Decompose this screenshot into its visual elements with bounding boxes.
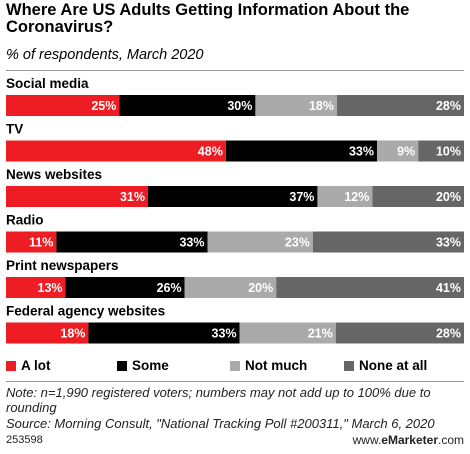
bar-segment-print-newspapers-not-much	[184, 277, 277, 298]
category-label-tv: TV	[6, 122, 23, 137]
value-label-radio-none-at-all: 33%	[436, 236, 461, 250]
value-label-print-newspapers-a-lot: 13%	[38, 281, 63, 295]
legend-swatch-none-at-all	[344, 361, 354, 371]
legend-item-not-much: Not much	[230, 358, 307, 374]
bar-segment-tv-some	[225, 140, 377, 162]
value-label-federal-agency-websites-none-at-all: 28%	[436, 327, 461, 341]
bar-segment-tv-a-lot	[6, 140, 226, 162]
category-label-social-media: Social media	[6, 76, 89, 91]
bar-segment-federal-agency-websites-not-much	[239, 322, 336, 344]
value-label-tv-none-at-all: 10%	[436, 145, 461, 159]
legend-swatch-a-lot	[6, 361, 16, 371]
brand-name: eMarketer	[381, 433, 438, 447]
bar-segment-radio-some	[56, 231, 208, 253]
value-label-social-media-none-at-all: 28%	[436, 99, 461, 113]
category-label-federal-agency-websites: Federal agency websites	[6, 304, 165, 319]
legend-label-not-much: Not much	[245, 358, 308, 373]
value-label-federal-agency-websites-not-much: 21%	[308, 327, 333, 341]
bar-segment-print-newspapers-a-lot	[6, 277, 66, 298]
bar-segment-radio-none-at-all	[312, 231, 464, 253]
value-label-social-media-some: 30%	[227, 99, 252, 113]
value-label-print-newspapers-not-much: 20%	[248, 281, 273, 295]
value-label-radio-a-lot: 11%	[29, 236, 53, 250]
chart-subtitle: % of respondents, March 2020	[6, 47, 204, 63]
value-label-social-media-a-lot: 25%	[91, 99, 116, 113]
brand-prefix: www.	[352, 433, 382, 447]
value-label-print-newspapers-some: 26%	[157, 281, 182, 295]
bar-segment-social-media-some	[119, 95, 256, 116]
chart-source: Source: Morning Consult, "National Track…	[6, 416, 435, 431]
legend-swatch-not-much	[230, 361, 240, 371]
category-label-radio: Radio	[6, 213, 44, 228]
chart-note: Note: n=1,990 registered voters; numbers…	[6, 385, 431, 415]
bar-segment-social-media-not-much	[255, 95, 338, 116]
chart-id: 253598	[6, 434, 43, 446]
value-label-news-websites-not-much: 12%	[344, 190, 369, 204]
bar-segment-print-newspapers-some	[65, 277, 185, 298]
value-label-tv-some: 33%	[349, 145, 374, 159]
value-label-tv-a-lot: 48%	[198, 145, 223, 159]
bar-segment-tv-not-much	[376, 140, 419, 162]
chart-title: Where Are US Adults Getting Information …	[6, 1, 410, 36]
value-label-news-websites-none-at-all: 20%	[436, 190, 461, 204]
value-label-federal-agency-websites-some: 33%	[212, 327, 237, 341]
legend-label-none-at-all: None at all	[359, 358, 428, 373]
value-label-radio-some: 33%	[179, 236, 204, 250]
bar-segment-federal-agency-websites-none-at-all	[335, 322, 464, 344]
value-label-news-websites-a-lot: 31%	[120, 190, 145, 204]
value-label-tv-not-much: 9%	[397, 145, 415, 159]
legend-label-a-lot: A lot	[21, 358, 51, 373]
bar-segment-federal-agency-websites-a-lot	[6, 322, 89, 344]
legend-swatch-some	[117, 361, 127, 371]
value-label-news-websites-some: 37%	[289, 190, 314, 204]
value-label-radio-not-much: 23%	[285, 236, 310, 250]
bar-segment-news-websites-a-lot	[6, 186, 148, 207]
chart-legend: A lot Some Not much None at all	[6, 358, 464, 374]
category-label-news-websites: News websites	[6, 167, 102, 182]
bar-segment-tv-none-at-all	[418, 140, 464, 162]
value-label-print-newspapers-none-at-all: 41%	[436, 281, 461, 295]
legend-item-a-lot: A lot	[6, 358, 51, 374]
legend-item-none-at-all: None at all	[344, 358, 427, 374]
bar-segment-radio-not-much	[207, 231, 313, 253]
bar-segment-news-websites-not-much	[317, 186, 373, 207]
bar-segment-radio-a-lot	[6, 231, 57, 253]
category-label-print-newspapers: Print newspapers	[6, 258, 119, 273]
legend-label-some: Some	[132, 358, 169, 373]
bar-segment-social-media-none-at-all	[337, 95, 464, 116]
bottom-divider	[6, 381, 464, 382]
bar-segment-news-websites-some	[147, 186, 318, 207]
brand-footer: www.eMarketer.com	[353, 433, 464, 447]
top-divider	[6, 70, 464, 71]
value-label-federal-agency-websites-a-lot: 18%	[60, 327, 85, 341]
bar-segment-federal-agency-websites-some	[88, 322, 240, 344]
bar-segment-social-media-a-lot	[6, 95, 120, 116]
brand-suffix: .com	[437, 433, 464, 447]
legend-item-some: Some	[117, 358, 169, 374]
bar-segment-news-websites-none-at-all	[372, 186, 464, 207]
value-label-social-media-not-much: 18%	[309, 99, 334, 113]
bar-segment-print-newspapers-none-at-all	[276, 277, 464, 298]
